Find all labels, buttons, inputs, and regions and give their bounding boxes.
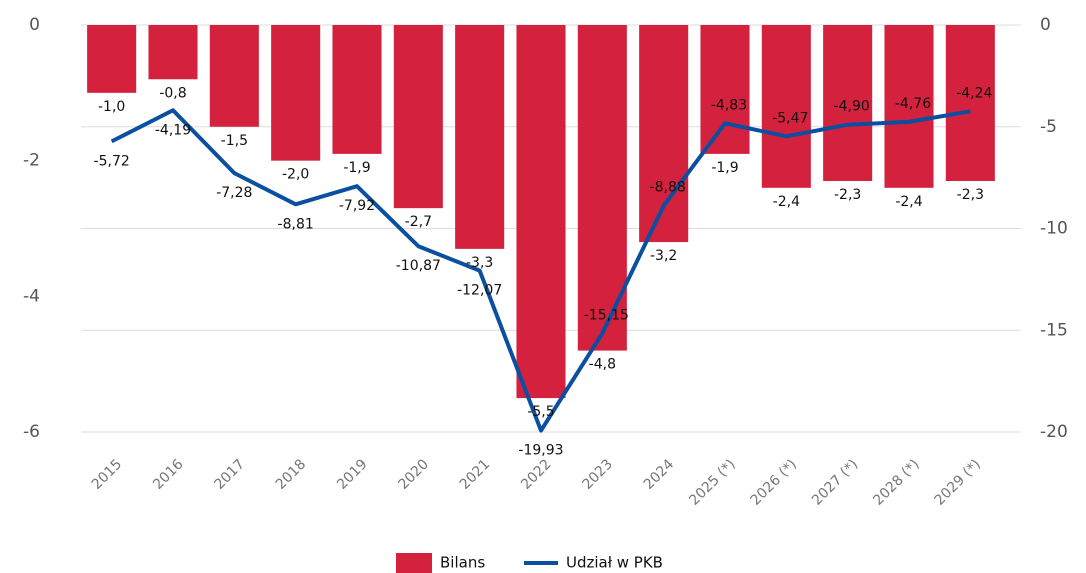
bar (884, 25, 934, 188)
bar (455, 25, 505, 249)
bar-value-label: -0,8 (159, 85, 186, 101)
bar (209, 25, 259, 127)
legend-label: Bilans (440, 554, 485, 572)
bar (271, 25, 321, 161)
y2-tick-label: -20 (1040, 422, 1068, 442)
bar-value-label: -1,9 (343, 160, 370, 176)
x-tick-label: 2023 (579, 456, 616, 493)
bar-value-label: -2,0 (282, 167, 309, 183)
bar-value-label: -2,3 (834, 187, 861, 203)
x-tick-label: 2016 (150, 456, 187, 493)
line-value-label: -4,76 (895, 96, 931, 112)
line-value-label: -12,07 (457, 283, 502, 299)
x-tick-label: 2026 (*) (748, 456, 800, 508)
y-tick-label: 0 (29, 15, 40, 35)
line (110, 108, 971, 433)
bar (393, 25, 443, 209)
bar (700, 25, 750, 154)
y-tick-label: -6 (23, 422, 40, 442)
y2-tick-label: 0 (1040, 15, 1051, 35)
line-value-label: -4,24 (956, 85, 992, 101)
bar-value-label: -3,3 (466, 255, 493, 271)
bar (823, 25, 873, 182)
y2-tick-label: -5 (1040, 117, 1057, 137)
line-value-label: -19,93 (518, 443, 563, 459)
bar-value-label: -1,5 (221, 133, 248, 149)
line-value-label: -7,92 (339, 198, 375, 214)
x-tick-label: 2025 (*) (686, 456, 738, 508)
x-tick-label: 2022 (518, 456, 555, 493)
bar-value-label: -1,9 (711, 160, 738, 176)
bar-value-label: -4,8 (589, 357, 616, 373)
bar-value-label: -5,5 (527, 404, 554, 420)
line-value-label: -4,90 (834, 99, 870, 115)
legend-swatch (396, 553, 432, 573)
line-value-label: -15,15 (584, 307, 629, 323)
bar-value-label: -2,3 (957, 187, 984, 203)
bar (761, 25, 811, 188)
line-value-label: -5,47 (772, 110, 808, 126)
bar-value-label: -2,4 (895, 194, 922, 210)
line-value-label: -5,72 (94, 153, 130, 169)
line-value-label: -4,83 (711, 97, 747, 113)
bar-value-label: -2,4 (773, 194, 800, 210)
line-value-label: -8,81 (278, 216, 314, 232)
x-tick-label: 2018 (273, 456, 310, 493)
bar (516, 25, 566, 399)
line-value-label: -7,28 (216, 185, 252, 201)
line-value-label: -10,87 (396, 258, 441, 274)
x-tick-label: 2015 (89, 456, 126, 493)
x-tick-label: 2020 (395, 456, 432, 493)
y-tick-label: -4 (23, 286, 40, 306)
x-tick-label: 2027 (*) (809, 456, 861, 508)
y2-tick-label: -10 (1040, 219, 1068, 239)
line-value-label: -4,19 (155, 122, 191, 138)
legend-label: Udział w PKB (566, 554, 663, 572)
bar (332, 25, 382, 154)
bar (148, 25, 198, 80)
line-value-label: -8,88 (650, 180, 686, 196)
x-tick-label: 2024 (641, 456, 678, 493)
x-tick-label: 2017 (211, 456, 248, 493)
bar (945, 25, 995, 182)
bar-value-label: -1,0 (98, 99, 125, 115)
bar-value-label: -2,7 (405, 214, 432, 230)
x-tick-label: 2021 (457, 456, 494, 493)
bar (87, 25, 137, 93)
bar-value-label: -3,2 (650, 248, 677, 264)
y2-tick-label: -15 (1040, 320, 1068, 340)
y-tick-label: -2 (23, 151, 40, 171)
x-tick-label: 2028 (*) (870, 456, 922, 508)
x-tick-label: 2029 (*) (932, 456, 984, 508)
x-tick-label: 2019 (334, 456, 371, 493)
